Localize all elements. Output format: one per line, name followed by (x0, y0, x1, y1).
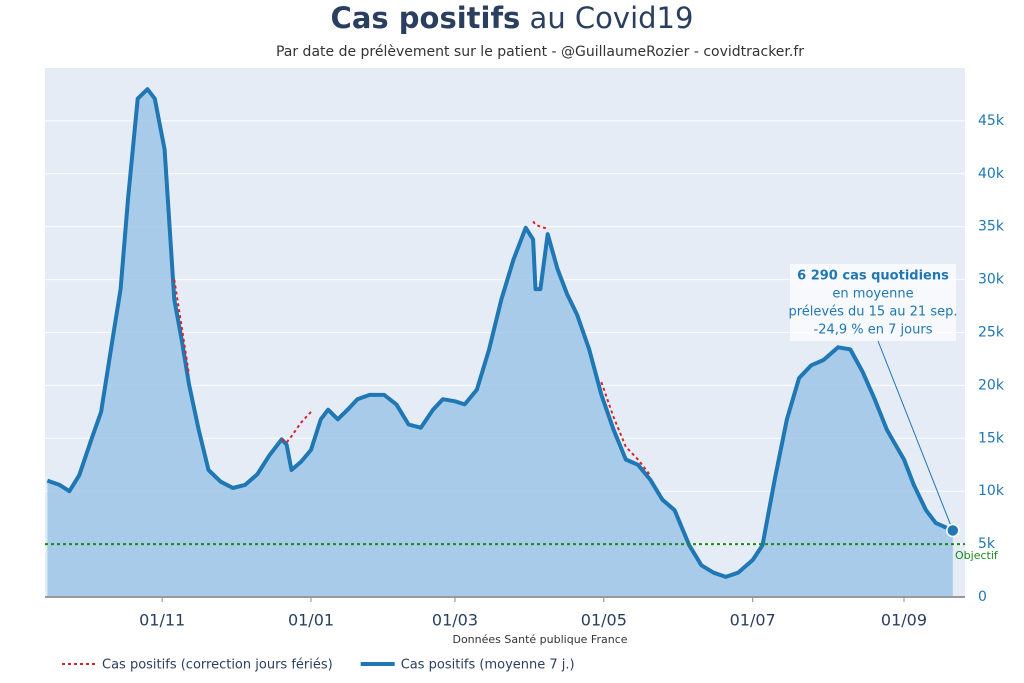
annotation-box (790, 264, 956, 341)
x-tick-label: 01/09 (881, 611, 927, 630)
y-tick-label: 5k (978, 536, 996, 552)
y-tick-label: 20k (978, 377, 1005, 393)
annotation-text: 6 290 cas quotidiens (797, 269, 949, 284)
y-tick-label: 0 (978, 589, 987, 605)
x-tick-label: 01/01 (288, 611, 334, 630)
y-tick-label: 10k (978, 483, 1005, 499)
objective-label: Objectif (955, 549, 999, 562)
end-marker (946, 523, 960, 538)
x-tick-label: 01/07 (730, 611, 776, 630)
line (281, 411, 312, 444)
line (600, 381, 651, 476)
legend-label: Cas positifs (correction jours fériés) (102, 658, 333, 673)
y-tick-label: 35k (978, 219, 1005, 235)
legend-label: Cas positifs (moyenne 7 j.) (401, 658, 575, 673)
y-tick-label: 30k (978, 272, 1005, 288)
annotation-text: prélevés du 15 au 21 sep. (789, 305, 958, 320)
y-tick-label: 15k (978, 430, 1005, 446)
title-bold: Cas positifs (331, 1, 521, 35)
line (46, 87, 954, 579)
line (532, 220, 548, 230)
annotation-text: en moyenne (832, 287, 913, 302)
chart-title: Cas positifs au Covid19 (331, 1, 694, 35)
subtitle: Par date de prélèvement sur le patient -… (276, 44, 804, 60)
y-tick-label: 40k (978, 166, 1005, 182)
y-tick-label: 45k (978, 113, 1005, 129)
annotation-connector (877, 340, 954, 531)
x-tick-label: 01/03 (432, 611, 478, 630)
title-rest: au Covid19 (530, 1, 694, 35)
line (173, 279, 190, 375)
source: Données Santé publique France (452, 633, 627, 646)
annotation-text: -24,9 % en 7 jours (814, 323, 933, 338)
area (47, 89, 953, 597)
x-tick-label: 01/05 (581, 611, 627, 630)
y-tick-label: 25k (978, 325, 1005, 341)
x-tick-label: 01/11 (139, 611, 185, 630)
